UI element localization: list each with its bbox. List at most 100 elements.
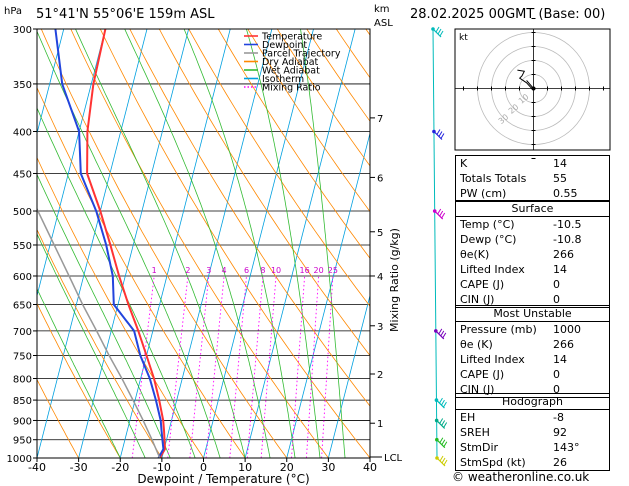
km-tick-label: 5 — [377, 228, 383, 239]
index-value: 266 — [553, 338, 574, 351]
index-value: 14 — [553, 157, 567, 170]
index-value: 0 — [553, 278, 560, 291]
legend-label: Wet Adiabat — [262, 66, 320, 77]
index-label: CAPE (J) — [460, 278, 505, 291]
wet-adiabat-line — [246, 29, 321, 458]
pressure-tick-label: 950 — [13, 436, 32, 447]
lcl-label: LCL — [384, 453, 403, 464]
index-label: EH — [460, 411, 476, 424]
hodograph-origin — [531, 86, 536, 91]
most-unstable-row: θe (K) 266 — [456, 337, 609, 352]
mixing-ratio-label: 20 — [314, 266, 324, 275]
surface-row: CIN (J) 0 — [456, 292, 609, 307]
indices-hodograph-table: Hodograph EH -8 SREH 92 StmDir 143° StmSpd (kt)… — [455, 393, 610, 471]
pressure-tick-label: 700 — [13, 327, 32, 338]
most-unstable-row: Pressure (mb) 1000 — [456, 322, 609, 337]
index-label: θe (K) — [460, 338, 493, 351]
most-unstable-row: CIN (J) 0 — [456, 382, 609, 397]
x-tick-label: 30 — [321, 461, 335, 474]
hodograph-index-row: StmDir 143° — [456, 440, 609, 455]
index-label: Totals Totals — [460, 172, 527, 185]
isotherm-line — [244, 29, 356, 458]
hodograph-trace — [517, 69, 533, 90]
wet-adiabat-line — [37, 288, 121, 458]
km-tick-label: 3 — [377, 322, 383, 333]
pressure-tick-label: 750 — [13, 351, 32, 362]
y-axis-title-hpa: hPa — [4, 6, 22, 17]
pressure-tick-label: 850 — [13, 396, 32, 407]
x-tick-label: -10 — [153, 461, 171, 474]
index-label: SREH — [460, 426, 490, 439]
x-tick-label: -40 — [28, 461, 46, 474]
index-label: Lifted Index — [460, 353, 525, 366]
x-tick-label: 10 — [238, 461, 252, 474]
wind-barb — [432, 129, 445, 140]
pressure-tick-label: 650 — [13, 301, 32, 312]
index-value: 0 — [553, 293, 560, 306]
dry-adiabat-line — [37, 156, 204, 458]
mixing-ratio-label: 10 — [271, 266, 281, 275]
mixing-ratio-axis-title: Mixing Ratio (g/kg) — [388, 228, 401, 332]
surface-title: Surface — [511, 202, 554, 215]
mixing-ratio-label: 16 — [300, 266, 310, 275]
mixing-ratio-label: 2 — [185, 266, 190, 275]
dry-adiabat-line — [37, 86, 246, 458]
isotherm-line — [37, 29, 65, 135]
isotherm-line — [327, 294, 370, 458]
wind-barb — [431, 26, 444, 38]
mixing-ratio-line — [205, 275, 225, 458]
y-axis-title-asl: ASL — [374, 18, 393, 29]
index-value: 26 — [553, 456, 567, 469]
dry-adiabat-line — [247, 29, 370, 213]
index-value: -10.5 — [553, 218, 582, 231]
pressure-tick-label: 500 — [13, 207, 32, 218]
pressure-tick-label: 550 — [13, 241, 32, 252]
indices-surface-table: Surface Temp (°C) -10.5 Dewp (°C) -10.8 θe(K)… — [455, 200, 610, 308]
mixing-ratio-label: 1 — [152, 266, 157, 275]
isotherm-line — [203, 29, 314, 458]
x-tick-label: 40 — [363, 461, 377, 474]
legend-label: Mixing Ratio — [262, 83, 321, 94]
wind-barb — [435, 455, 448, 467]
hodograph-unit-label: kt — [459, 33, 468, 43]
index-label: θe(K) — [460, 248, 490, 261]
wind-barb — [434, 328, 447, 340]
mixing-ratio-line — [229, 275, 247, 458]
wind-barb — [434, 418, 448, 429]
x-axis-title: Dewpoint / Temperature (°C) — [137, 472, 309, 486]
mixing-ratio-line — [291, 275, 306, 458]
index-label: StmSpd (kt) — [460, 456, 526, 469]
hodograph-index-row: StmSpd (kt) 26 — [456, 455, 609, 470]
hodograph-index-row: SREH 92 — [456, 425, 609, 440]
pressure-tick-label: 600 — [13, 272, 32, 283]
legend-label: Dry Adiabat — [262, 57, 319, 68]
x-tick-label: 0 — [200, 461, 207, 474]
wind-barb — [434, 397, 447, 409]
dry-adiabat-line — [188, 29, 370, 307]
mixing-ratio-line — [189, 275, 210, 458]
index-value: 143° — [553, 441, 580, 454]
x-tick-label: 20 — [280, 461, 294, 474]
km-tick-label: 1 — [377, 419, 383, 430]
indices-most-unstable-table: Most Unstable Pressure (mb) 1000 θe (K) 266 L… — [455, 305, 610, 398]
isotherm-line — [286, 131, 370, 458]
km-tick-label: 7 — [377, 114, 383, 125]
hodograph-index-row: EH -8 — [456, 410, 609, 425]
index-value: 92 — [553, 426, 567, 439]
index-row: K 14 — [456, 156, 609, 171]
series-temperature — [86, 29, 166, 458]
wet-adiabat-line — [37, 233, 146, 458]
surface-row: Lifted Index 14 — [456, 262, 609, 277]
index-value: -10.8 — [553, 233, 582, 246]
header-date: 28.02.2025 00GMT (Base: 00) — [410, 7, 606, 22]
index-value: 0 — [553, 368, 560, 381]
mixing-ratio-label: 6 — [244, 266, 249, 275]
dry-adiabat-line — [276, 29, 370, 167]
mixing-ratio-line — [167, 275, 189, 458]
pressure-tick-label: 1000 — [7, 454, 32, 465]
index-value: 1000 — [553, 323, 581, 336]
wet-adiabat-line — [300, 29, 346, 458]
index-row: PW (cm) 0.55 — [456, 186, 609, 201]
dry-adiabat-line — [70, 29, 329, 458]
